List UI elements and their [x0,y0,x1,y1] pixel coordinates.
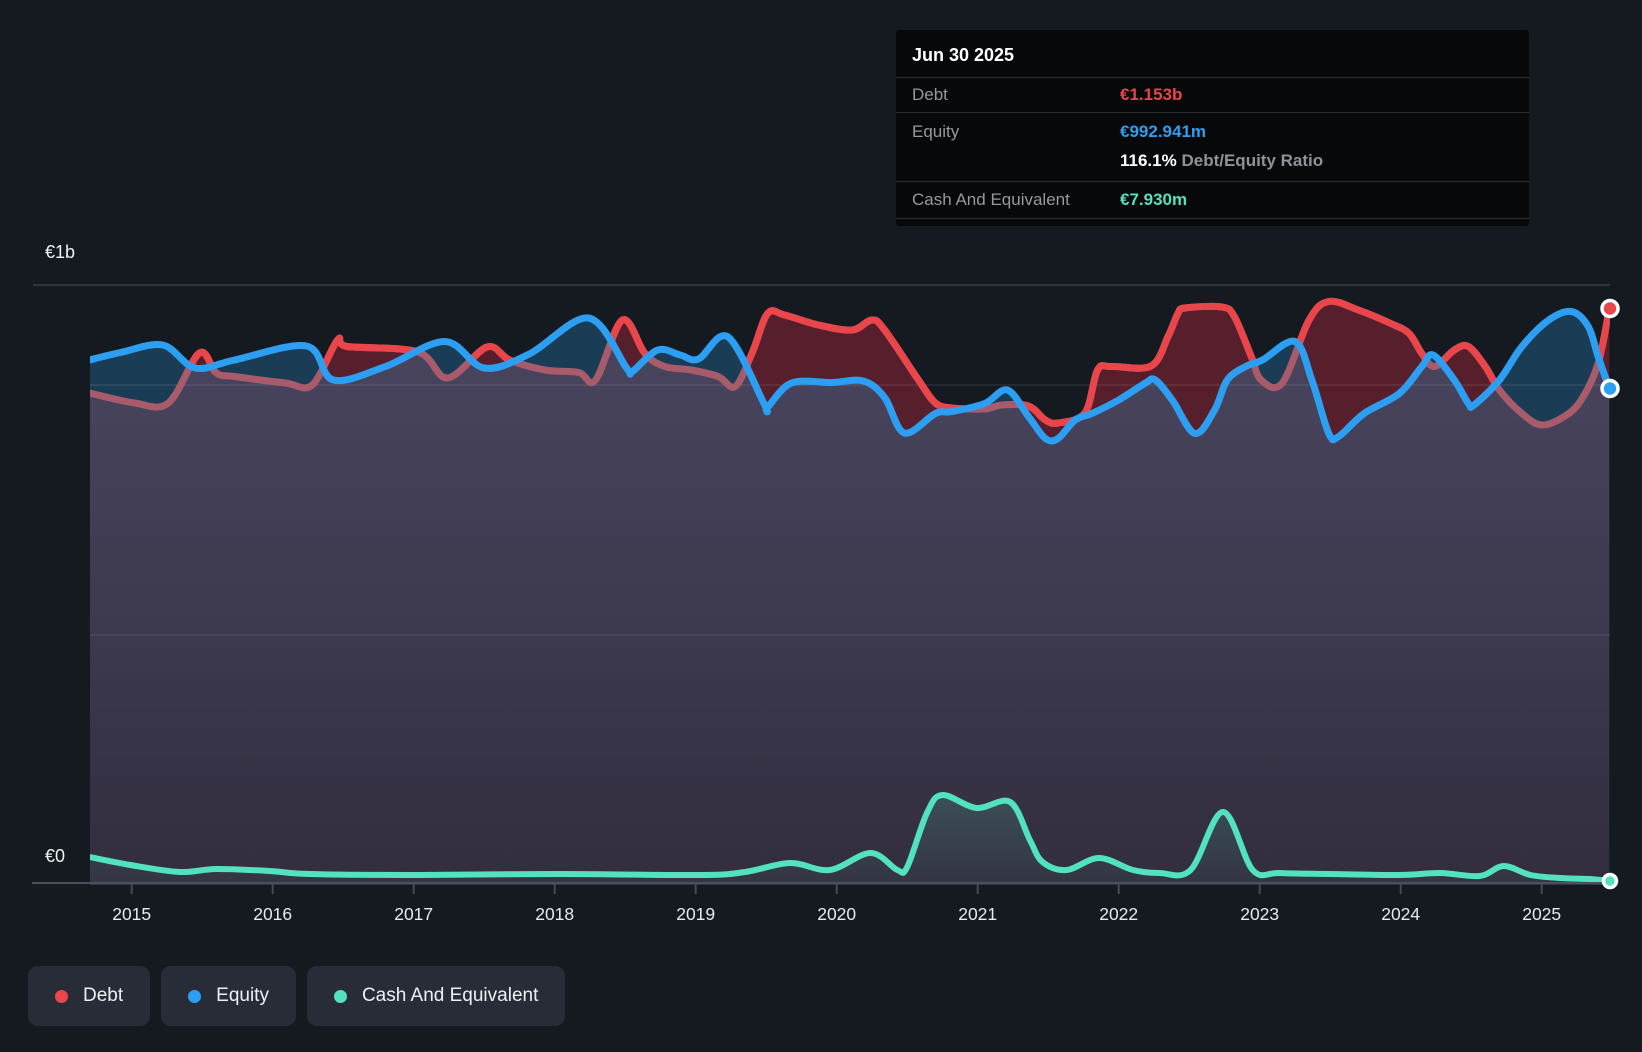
tooltip-row-debt: Debt €1.153b [896,78,1529,113]
tooltip-row-cash: Cash And Equivalent €7.930m [896,182,1529,219]
debt-legend-dot-icon [55,989,68,1003]
y-axis-label-1b: €1b [45,242,75,262]
plot-area [90,297,1610,885]
tooltip-cash-value: €7.930m [1120,190,1188,209]
chart-legend: Debt Equity Cash And Equivalent [28,966,566,1026]
tooltip-cash-label: Cash And Equivalent [912,190,1070,209]
equity-legend-dot-icon [188,989,202,1003]
x-axis-label: 2021 [958,904,997,924]
tooltip-debt-label: Debt [912,85,948,104]
x-axis-label: 2015 [112,904,151,924]
x-axis-label: 2024 [1381,904,1420,924]
x-axis-label: 2023 [1240,904,1279,924]
tooltip-equity-value: €992.941m [1120,122,1207,141]
equity-line [90,307,1610,445]
tooltip-date: Jun 30 2025 [896,30,1529,78]
legend-equity-label: Equity [216,985,269,1006]
base-area-fill [90,311,1610,885]
legend-cash-label: Cash And Equivalent [361,985,539,1006]
legend-item-equity[interactable]: Equity [161,966,296,1026]
cash-line [90,792,1610,884]
tooltip-row-equity: Equity €992.941m [896,113,1529,151]
cash-end-marker [1601,872,1619,890]
x-axis-label: 2019 [676,904,715,924]
x-axis-label: 2018 [535,904,574,924]
tooltip-debt-value: €1.153b [1120,85,1183,104]
chart-tooltip: Jun 30 2025 Debt €1.153b Equity €992.941… [896,30,1529,226]
tooltip-row-ratio: 116.1% Debt/Equity Ratio [896,151,1529,182]
legend-item-cash[interactable]: Cash And Equivalent [306,966,566,1026]
x-axis-label: 2022 [1099,904,1138,924]
legend-debt-label: Debt [83,985,124,1006]
x-axis-label: 2016 [253,904,292,924]
legend-item-debt[interactable]: Debt [28,966,151,1026]
tooltip-ratio-value: 116.1% [1120,151,1177,170]
y-axis-label-0: €0 [45,846,65,866]
x-axis-label: 2017 [394,904,433,924]
x-axis-label: 2025 [1522,904,1561,924]
x-axis-label: 2020 [817,904,856,924]
tooltip-ratio-label: Debt/Equity Ratio [1181,151,1324,170]
equity-end-marker [1600,378,1620,399]
cash-area-fill [90,794,1610,885]
cash-legend-dot-icon [333,989,347,1003]
debt-end-marker [1600,298,1620,319]
tooltip-equity-label: Equity [912,122,960,141]
